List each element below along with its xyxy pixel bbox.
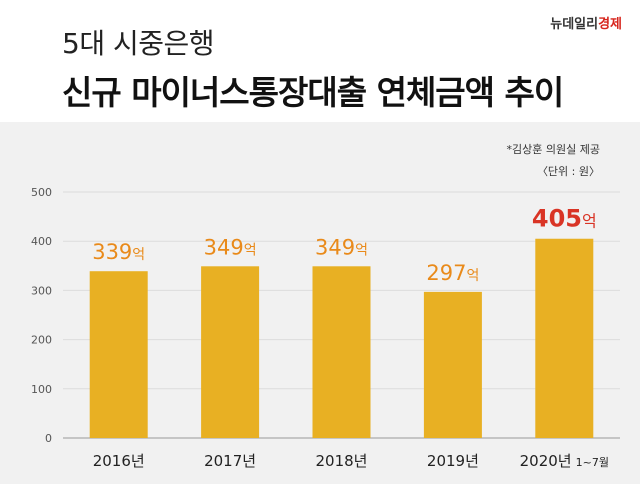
brand-logo-part2: 경제 [598, 17, 622, 32]
bar-value-label: 349억 [204, 235, 257, 259]
bar-value-label: 405억 [532, 205, 597, 233]
bar [312, 266, 371, 438]
y-tick-label: 200 [31, 334, 52, 347]
bar [535, 238, 594, 438]
x-tick-label: 2018년 [316, 452, 368, 470]
x-tick-label: 2016년 [93, 452, 145, 470]
header: 5대 시중은행 신규 마이너스통장대출 연체금액 추이 뉴데일리경제 [0, 0, 640, 122]
brand-logo-part1: 뉴데일리 [550, 17, 599, 32]
x-tick-label: 2020년 1~7월 [520, 452, 609, 470]
y-tick-label: 400 [31, 235, 52, 248]
bar [423, 291, 482, 438]
x-tick-label: 2017년 [204, 452, 256, 470]
chart-subtitle: 5대 시중은행 [62, 27, 215, 60]
bar-value-label: 339억 [92, 240, 145, 264]
x-tick-label: 2019년 [427, 452, 479, 470]
bar [89, 271, 148, 438]
y-tick-label: 0 [45, 432, 52, 445]
brand-logo: 뉴데일리경제 [550, 13, 622, 32]
y-tick-label: 100 [31, 383, 52, 396]
bar-value-label: 297억 [426, 261, 479, 285]
source-note: *김상훈 의원실 제공 [506, 143, 600, 156]
y-tick-label: 500 [31, 186, 52, 199]
unit-note: 〈단위 : 원〉 [536, 165, 600, 178]
bar [201, 266, 260, 438]
y-tick-label: 300 [31, 284, 52, 297]
chart-title: 신규 마이너스통장대출 연체금액 추이 [62, 73, 564, 112]
bar-value-label: 349억 [315, 235, 368, 259]
